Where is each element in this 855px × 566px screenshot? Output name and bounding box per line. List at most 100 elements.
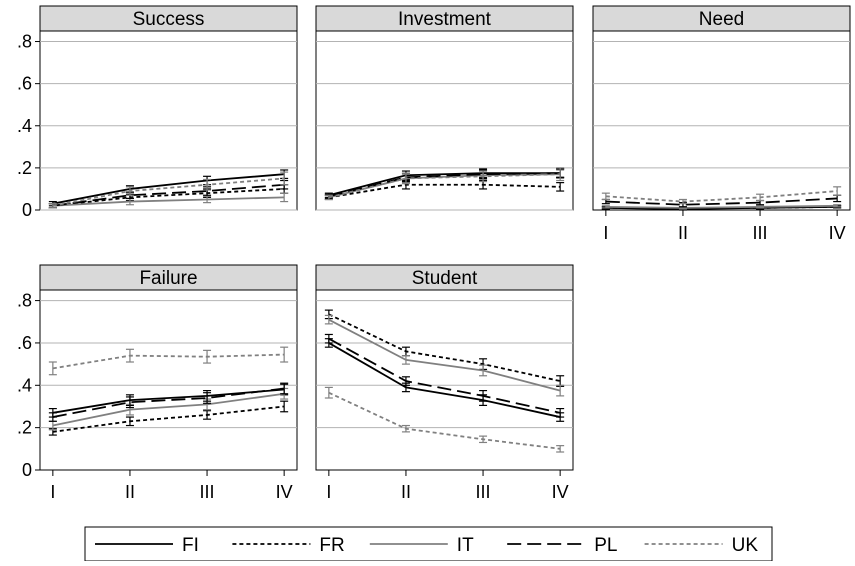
- error-bar: [401, 172, 410, 185]
- x-tick-label: I: [326, 482, 331, 502]
- error-bar: [833, 186, 842, 196]
- error-bar: [556, 167, 565, 182]
- series-uk: [48, 346, 289, 376]
- plot-area: [39, 30, 298, 211]
- y-tick-label: .2: [17, 418, 32, 438]
- error-bar: [601, 205, 610, 209]
- error-bar: [203, 178, 212, 191]
- error-bar: [833, 204, 842, 208]
- series-line: [328, 313, 561, 382]
- panel-title: Need: [699, 9, 744, 30]
- error-bar: [125, 348, 134, 363]
- error-bar: [203, 392, 212, 404]
- plot-area: [39, 289, 298, 471]
- x-tick-label: III: [476, 482, 491, 502]
- legend-label: IT: [457, 535, 474, 556]
- series-line: [605, 204, 838, 209]
- error-bar: [203, 195, 212, 204]
- y-tick-label: .6: [17, 74, 32, 94]
- error-bar: [479, 364, 488, 377]
- legend-label: PL: [594, 535, 617, 556]
- series-line: [52, 388, 285, 414]
- panel-header: [39, 264, 298, 291]
- legend-label: UK: [732, 535, 759, 556]
- series-pl: [48, 382, 289, 422]
- panel-success: Success 0 .2 .4 .6 .8: [17, 5, 298, 220]
- error-bar: [324, 333, 333, 344]
- y-tick-label: .4: [17, 116, 32, 136]
- x-tick-label: IV: [829, 223, 846, 243]
- error-bar: [280, 382, 289, 395]
- error-bar: [48, 361, 57, 376]
- error-bar: [401, 355, 410, 365]
- series-line: [605, 197, 838, 206]
- series-line: [328, 172, 561, 197]
- error-bar: [756, 193, 765, 202]
- series-pl: [324, 333, 565, 418]
- series-uk: [48, 171, 289, 209]
- error-bar: [280, 400, 289, 413]
- error-bar: [280, 192, 289, 203]
- y-tick-label: .8: [17, 32, 32, 52]
- error-bar: [479, 170, 488, 183]
- error-bar: [125, 416, 134, 427]
- y-tick-label: .8: [17, 291, 32, 311]
- x-tick-label: III: [753, 223, 768, 243]
- series-line: [328, 173, 561, 199]
- x-tick-label: II: [678, 223, 688, 243]
- error-bar: [678, 198, 687, 205]
- y-tick-label: .4: [17, 375, 32, 395]
- panel-title: Investment: [398, 9, 492, 30]
- panel-header: [592, 5, 851, 32]
- series-line: [52, 405, 285, 433]
- error-bar: [556, 182, 565, 192]
- x-tick-label: IV: [552, 482, 569, 502]
- series-line: [52, 173, 285, 205]
- error-bar: [203, 349, 212, 364]
- error-bar: [48, 203, 57, 209]
- error-bar: [324, 194, 333, 201]
- panel-header: [315, 264, 574, 291]
- x-tick-label: I: [50, 482, 55, 502]
- panel-title: Success: [133, 9, 205, 30]
- y-tick-label: 0: [22, 200, 32, 220]
- legend-entry-fi: FI: [95, 535, 199, 556]
- series-line: [52, 183, 285, 207]
- y-tick-label: .6: [17, 333, 32, 353]
- legend-label: FR: [319, 535, 344, 556]
- panel-title: Student: [412, 268, 478, 289]
- panel-header: [39, 5, 298, 32]
- y-tick-label: 0: [22, 460, 32, 480]
- series-uk: [324, 167, 565, 201]
- plot-area: [315, 30, 574, 211]
- legend-entry-it: IT: [369, 535, 474, 556]
- error-bar: [401, 424, 410, 433]
- error-bar: [125, 396, 134, 409]
- series-line: [328, 337, 561, 414]
- legend-entry-uk: UK: [644, 535, 759, 556]
- series-line: [328, 318, 561, 392]
- error-bar: [48, 412, 57, 422]
- x-tick-label: I: [603, 223, 608, 243]
- plot-area: [592, 30, 851, 211]
- error-bar: [401, 376, 410, 386]
- panel-title: Failure: [139, 268, 197, 289]
- error-bar: [324, 386, 333, 399]
- y-tick-label: .2: [17, 158, 32, 178]
- panel-header: [315, 5, 574, 32]
- x-tick-label: IV: [276, 482, 293, 502]
- x-tick-label: II: [401, 482, 411, 502]
- x-tick-label: III: [200, 482, 215, 502]
- error-bar: [280, 346, 289, 363]
- error-bar: [601, 192, 610, 201]
- error-bar: [556, 407, 565, 418]
- legend-entry-fr: FR: [232, 535, 345, 556]
- series-line: [328, 342, 561, 418]
- legend-label: FI: [182, 535, 199, 556]
